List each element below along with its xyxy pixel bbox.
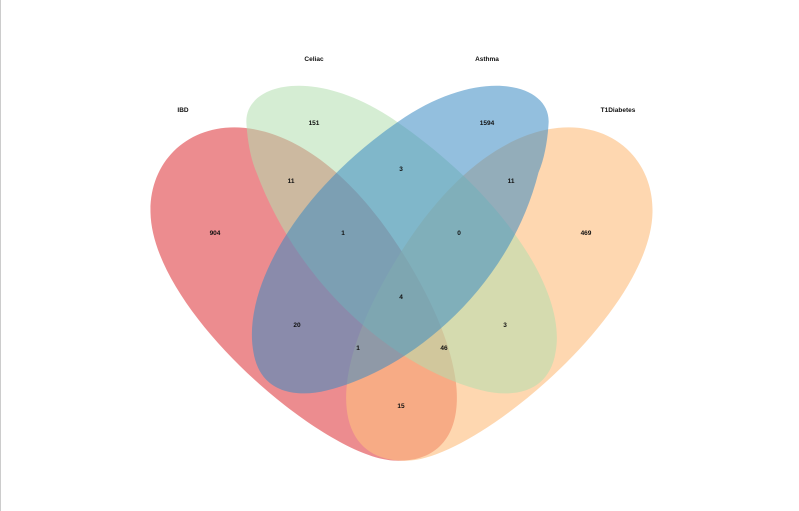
count-all-four: 4 [399,294,403,301]
count-celiac-t1diabetes: 3 [503,322,507,329]
count-celiac: 151 [309,120,320,127]
count-ibd-asthma: 20 [293,322,301,329]
region-counts: 904 151 1594 469 11 3 11 1 0 4 20 3 1 46… [210,120,592,410]
count-ibd-celiac-t1diabetes: 46 [440,345,448,352]
count-ibd-celiac-asthma: 1 [341,230,345,237]
count-ibd-t1diabetes: 15 [397,403,405,410]
set-ellipse-asthma [251,85,549,394]
set-label-asthma: Asthma [475,56,499,63]
count-ibd: 904 [210,230,221,237]
count-t1diabetes: 469 [581,230,592,237]
set-label-celiac: Celiac [304,56,324,63]
count-celiac-asthma-t1diabetes: 0 [457,230,461,237]
venn-sets [150,85,653,461]
count-ibd-asthma-t1diabetes: 1 [356,345,360,352]
count-asthma: 1594 [480,120,495,127]
set-labels: IBD Celiac Asthma T1Diabetes [177,56,635,114]
count-celiac-asthma: 3 [399,166,403,173]
count-asthma-t1diabetes: 11 [508,178,515,185]
count-ibd-celiac: 11 [288,178,295,185]
set-label-ibd: IBD [177,107,189,114]
set-label-t1diabetes: T1Diabetes [601,107,636,114]
